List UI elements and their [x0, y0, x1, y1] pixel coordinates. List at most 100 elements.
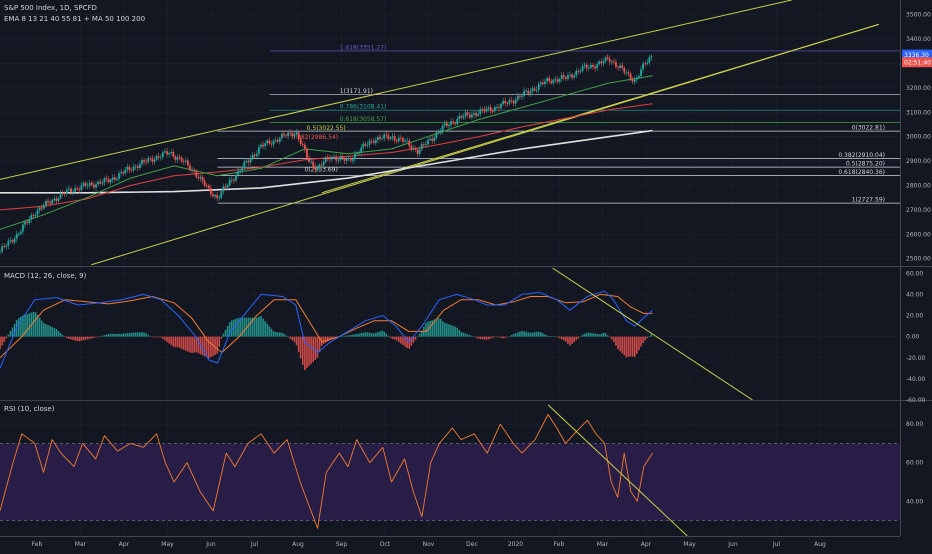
macd-histogram-bar: [304, 336, 306, 371]
symbol-title: S&P 500 Index, 1D, SPCFD: [4, 4, 97, 12]
macd-histogram-bar: [393, 336, 396, 340]
fib-level-label: 0.382(2910.04): [838, 152, 885, 159]
macd-histogram-bar: [182, 336, 185, 350]
macd-histogram-bar: [137, 332, 139, 337]
candle-body: [280, 133, 283, 139]
macd-histogram-bar: [577, 336, 580, 339]
macd-histogram-bar: [510, 334, 513, 337]
candle-body: [57, 198, 60, 201]
candle-body: [564, 77, 567, 79]
candle-body: [548, 78, 551, 82]
rsi-band: [0, 443, 900, 521]
candle-body: [393, 136, 396, 141]
candle-body: [55, 198, 58, 201]
macd-histogram-bar: [235, 318, 237, 337]
macd-histogram-bar: [187, 336, 189, 352]
indicators-legend: EMA 8 13 21 40 55 81 + MA 50 100 200: [4, 15, 146, 23]
candle-body: [147, 158, 150, 162]
macd-histogram-bar: [272, 331, 275, 337]
macd-histogram-bar: [201, 336, 204, 356]
macd-histogram-bar: [588, 332, 590, 337]
macd-histogram-bar: [512, 333, 515, 337]
fib-sub-label: 0.382(2986.54): [291, 134, 338, 141]
macd-histogram-bar: [120, 333, 122, 337]
candle-body: [84, 183, 87, 186]
candle-body: [575, 70, 578, 76]
candle-body: [560, 75, 563, 80]
macd-histogram-bar: [34, 312, 37, 337]
candle-body: [590, 64, 592, 68]
macd-histogram-bar: [345, 335, 348, 337]
macd-histogram-bar: [452, 325, 454, 337]
x-tick-label: Jun: [727, 541, 738, 548]
rsi-title: RSI (10, close): [4, 405, 55, 413]
candle-body: [619, 65, 622, 68]
macd-histogram-bar: [448, 324, 450, 337]
candle-body: [184, 160, 187, 162]
candle-body: [493, 107, 496, 112]
x-tick-label: Mar: [597, 541, 609, 548]
candle-body: [646, 62, 649, 64]
candle-body: [354, 153, 356, 160]
macd-histogram-bar: [316, 336, 319, 358]
x-tick-label: Jul: [772, 541, 781, 548]
candle-body: [113, 177, 116, 180]
macd-histogram-bar: [99, 336, 102, 337]
candle-body: [247, 160, 250, 163]
macd-histogram-bar: [224, 329, 227, 337]
macd-histogram-bar: [594, 333, 596, 337]
macd-histogram-bar: [521, 330, 523, 337]
candle-body: [512, 101, 515, 104]
macd-histogram-bar: [36, 315, 39, 337]
macd-histogram-bar: [197, 336, 200, 354]
y-tick-label: 2600.00: [906, 231, 931, 238]
candle-body: [187, 160, 189, 166]
candle-body: [266, 140, 269, 144]
candle-body: [331, 156, 333, 160]
macd-histogram-bar: [625, 336, 628, 358]
macd-histogram-bar: [203, 336, 206, 357]
candle-body: [232, 179, 235, 181]
macd-histogram-bar: [270, 328, 273, 337]
macd-histogram-bar: [491, 336, 494, 338]
macd-histogram-bar: [180, 336, 183, 349]
candle-body: [9, 240, 12, 242]
macd-histogram-bar: [631, 336, 634, 357]
candle-body: [251, 154, 254, 159]
candle-body: [406, 140, 409, 142]
candle-body: [276, 140, 279, 142]
candle-body: [216, 195, 219, 199]
macd-histogram-bar: [70, 336, 72, 340]
macd-histogram-bar: [20, 316, 22, 337]
candle-body: [189, 165, 191, 171]
candle-body: [621, 65, 624, 69]
macd-histogram-bar: [481, 336, 484, 340]
candle-body: [404, 140, 406, 142]
candle-body: [161, 152, 164, 158]
macd-histogram-bar: [539, 332, 542, 337]
macd-histogram-bar: [464, 333, 467, 337]
macd-histogram-bar: [544, 334, 546, 337]
candle-body: [126, 167, 129, 170]
candle-body: [78, 189, 81, 191]
candle-body: [448, 124, 450, 127]
candle-body: [546, 78, 548, 82]
macd-histogram-bar: [301, 336, 304, 365]
macd-histogram-bar: [640, 336, 642, 347]
macd-histogram-bar: [366, 332, 369, 337]
macd-histogram-bar: [262, 318, 264, 337]
candle-body: [366, 144, 369, 146]
fib-level-label: 0(3022.81): [852, 125, 885, 132]
macd-histogram-bar: [218, 336, 221, 347]
macd-histogram-bar: [322, 336, 325, 345]
macd-trend-line: [552, 268, 753, 400]
macd-histogram-bar: [285, 335, 287, 337]
macd-histogram-bar: [460, 332, 463, 337]
candle-body: [579, 70, 582, 72]
macd-histogram-bar: [606, 335, 609, 337]
macd-histogram-bar: [400, 336, 402, 344]
candle-body: [625, 72, 628, 74]
macd-histogram-bar: [485, 336, 488, 340]
candle-body: [516, 95, 519, 100]
